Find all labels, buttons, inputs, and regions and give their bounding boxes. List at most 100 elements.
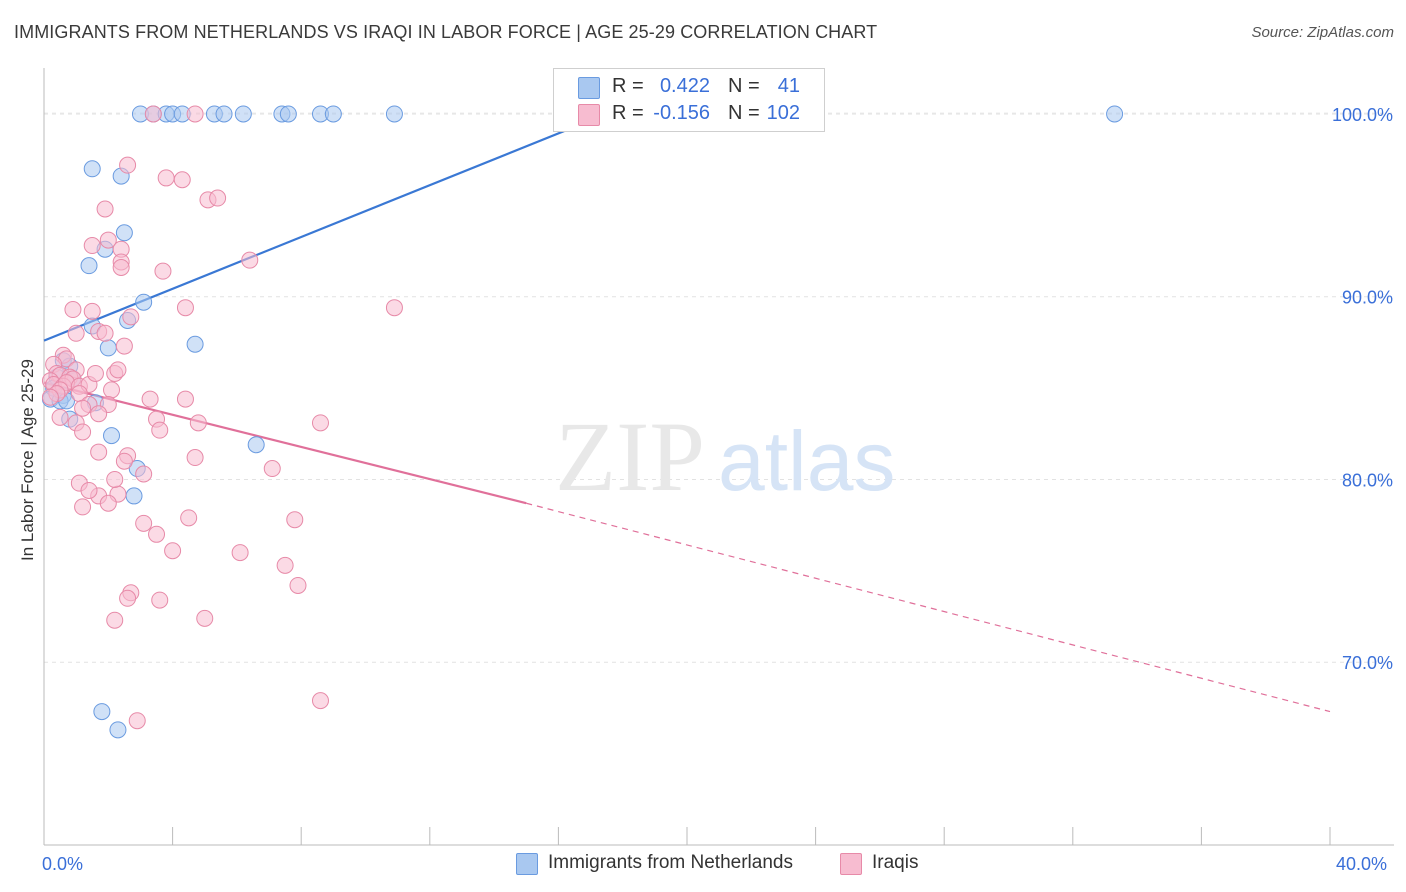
point-iraqis [83,237,101,255]
point-iraqis [90,443,108,461]
point-iraqis [186,449,204,467]
point-iraqis [99,494,117,512]
point-iraqis [154,262,172,280]
point-netherlands [99,339,117,357]
point-iraqis [189,414,207,432]
series-legend: Immigrants from Netherlands Iraqis [0,852,1406,876]
point-netherlands [135,293,153,311]
point-iraqis [148,525,166,543]
legend-n-label: N = [728,102,760,124]
y-tick-label: 80.0% [1342,470,1393,490]
point-iraqis [286,511,304,529]
point-iraqis [385,299,403,317]
legend-r-value: -0.156 [653,102,710,124]
source-credit: Source: ZipAtlas.com [1251,24,1394,41]
legend-n-value: 41 [777,75,800,97]
point-iraqis [99,231,117,249]
legend-n-label: N = [728,75,760,97]
point-iraqis [67,324,85,342]
point-iraqis [311,414,329,432]
point-iraqis [263,460,281,478]
point-netherlands [1106,105,1124,123]
point-iraqis [86,364,104,382]
point-iraqis [122,308,140,326]
y-tick-label: 90.0% [1342,288,1393,308]
point-netherlands [186,335,204,353]
point-netherlands [234,105,252,123]
point-netherlands [247,436,265,454]
point-iraqis [141,390,159,408]
point-iraqis [106,611,124,629]
point-iraqis [209,189,227,207]
point-iraqis [119,156,137,174]
point-iraqis [103,381,121,399]
point-netherlands [385,105,403,123]
point-iraqis [276,556,294,574]
watermark-zip: ZIP [555,401,705,512]
x-tick-label-min: 0.0% [42,854,84,874]
point-netherlands [125,487,143,505]
point-iraqis [176,390,194,408]
point-iraqis [176,299,194,317]
chart-title: IMMIGRANTS FROM NETHERLANDS VS IRAQI IN … [14,22,878,42]
point-netherlands [279,105,297,123]
stats-legend: R = 0.422 N = 41 R = -0.156 N = 102 [553,68,825,132]
point-iraqis [96,324,114,342]
point-iraqis [180,509,198,527]
legend-r-label: R = [612,102,644,124]
point-iraqis [196,609,214,627]
point-iraqis [151,421,169,439]
axes [43,68,1394,846]
legend-swatch-iraqis [840,853,862,875]
point-iraqis [83,302,101,320]
legend-row-iraqis: R = -0.156 N = 102 [554,100,824,128]
point-iraqis [135,465,153,483]
point-iraqis [289,576,307,594]
y-tick-labels: 70.0% 80.0% 90.0% 100.0% [1332,105,1393,673]
legend-n-value: 102 [766,102,800,124]
legend-r-value: 0.422 [659,75,710,97]
point-netherlands [115,224,133,242]
point-iraqis [112,258,130,276]
point-iraqis [231,544,249,562]
point-netherlands [80,257,98,275]
point-netherlands [215,105,233,123]
point-netherlands [93,703,111,721]
x-tick-label-max: 40.0% [1336,854,1388,874]
point-netherlands [324,105,342,123]
trend-line-iraqis-extension [526,502,1331,713]
watermark: ZIP atlas [555,401,895,512]
point-iraqis [106,470,124,488]
point-iraqis [80,481,98,499]
point-iraqis [173,171,191,189]
point-iraqis [115,337,133,355]
point-iraqis [241,251,259,269]
point-iraqis [90,405,108,423]
point-iraqis [74,423,92,441]
point-iraqis [128,712,146,730]
y-tick-label: 70.0% [1342,653,1393,673]
point-iraqis [151,591,169,609]
point-netherlands [103,427,121,445]
point-netherlands [83,160,101,178]
data-points [41,105,1124,739]
point-iraqis [51,408,69,426]
legend-r-label: R = [612,75,644,97]
point-iraqis [311,692,329,710]
trend-line-iraqis [43,381,527,505]
point-iraqis [64,301,82,319]
point-iraqis [135,514,153,532]
legend-label-netherlands: Immigrants from Netherlands [548,852,793,873]
legend-swatch-netherlands [578,77,600,99]
legend-swatch-netherlands [516,853,538,875]
legend-row-netherlands: R = 0.422 N = 41 [554,73,824,101]
point-iraqis [41,388,59,406]
y-axis-label: In Labor Force | Age 25-29 [18,359,37,561]
point-iraqis [144,105,162,123]
grid-lines [44,112,1394,663]
legend-label-iraqis: Iraqis [872,852,919,873]
point-iraqis [74,498,92,516]
point-iraqis [164,542,182,560]
watermark-atlas: atlas [718,414,895,508]
